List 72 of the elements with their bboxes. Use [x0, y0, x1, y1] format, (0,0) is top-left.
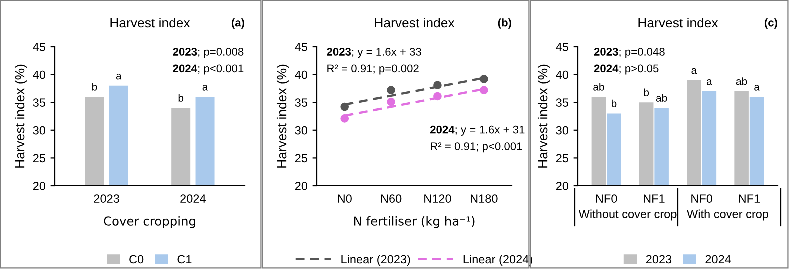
x-axis-title: N fertiliser (kg ha⁻¹)	[354, 216, 475, 228]
y-tick-label: 40	[556, 70, 569, 80]
annotation: R² = 0.91; p=0.002	[328, 64, 419, 75]
annotation: 2024; p>0.05	[594, 64, 659, 75]
chart-title: Harvest index	[110, 18, 190, 28]
x-tick-label: 2023	[94, 194, 120, 204]
point	[387, 98, 396, 106]
y-tick-label: 35	[556, 98, 568, 107]
chart-title: Harvest index	[375, 18, 455, 28]
y-tick-label: 45	[556, 43, 568, 52]
x-axis-title: Cover cropping	[104, 216, 196, 228]
y-tick-label: 30	[556, 126, 569, 135]
legend-label: C0	[130, 255, 144, 264]
y-tick-label: 30	[295, 126, 308, 135]
text: With cover crop	[687, 210, 769, 221]
annotation: 2024; y = 1.6x + 31	[430, 126, 525, 136]
y-tick-label: 20	[556, 182, 569, 190]
data-label: ab	[656, 94, 668, 102]
y-tick-label: 25	[556, 154, 568, 163]
y-tick-label: 35	[295, 98, 308, 107]
y-tick-label: 40	[33, 70, 46, 80]
data-label: b	[92, 83, 98, 91]
point	[480, 86, 488, 95]
data-label: a	[202, 85, 208, 91]
data-label: a	[116, 74, 122, 80]
text: (a)	[232, 18, 244, 29]
y-tick-label: 45	[33, 43, 46, 52]
data-label: ab	[594, 83, 604, 91]
y-tick-label: 25	[295, 154, 308, 163]
x-tick-label: NF1	[644, 194, 665, 203]
text: (c)	[764, 18, 778, 29]
legend-label: 2024	[706, 255, 732, 264]
chart-title: Harvest index	[638, 18, 718, 28]
x-tick-label: NF1	[739, 194, 760, 203]
data-label: a	[692, 68, 698, 74]
legend-label: C1	[178, 255, 192, 264]
x-tick-label: N60	[381, 194, 402, 204]
y-tick-label: 30	[33, 126, 46, 135]
legend-label: Linear (2023)	[342, 255, 410, 266]
point	[387, 86, 396, 95]
data-label: a	[754, 85, 760, 91]
point	[480, 75, 488, 84]
annotation: 2024; p<0.001	[173, 64, 244, 75]
text: (b)	[498, 18, 512, 29]
text: Without cover crop	[578, 210, 677, 221]
point	[340, 114, 350, 123]
data-label: b	[612, 100, 617, 108]
x-tick-label: N0	[338, 194, 352, 204]
data-label: ab	[736, 78, 748, 86]
legend-label: 2023	[646, 255, 672, 264]
y-tick-label: 20	[33, 182, 46, 190]
y-tick-label: 25	[33, 154, 46, 163]
annotation: 2023; y = 1.6x + 33	[327, 48, 422, 58]
annotation: 2023; p=0.048	[594, 48, 665, 58]
y-tick-label: 35	[33, 98, 46, 107]
y-axis-title: Harvest index (%)	[538, 64, 550, 168]
legend-label: Linear (2024)	[464, 255, 532, 266]
y-tick-label: 20	[295, 182, 308, 190]
x-tick-label: N180	[471, 194, 498, 204]
annotation: R² = 0.91; p<0.001	[431, 142, 522, 153]
x-tick-label: 2024	[180, 194, 206, 204]
annotation: 2023; p=0.008	[173, 48, 244, 58]
data-label: a	[706, 80, 712, 86]
x-tick-label: N120	[424, 194, 452, 204]
y-axis-title: Harvest index (%)	[276, 64, 290, 168]
data-label: b	[644, 88, 650, 96]
x-tick-label: NF0	[596, 194, 618, 204]
data-label: b	[178, 94, 184, 102]
y-axis-title: Harvest index (%)	[14, 64, 28, 168]
y-tick-label: 45	[295, 43, 308, 52]
x-tick-label: NF0	[692, 194, 712, 204]
y-tick-label: 40	[295, 70, 308, 80]
